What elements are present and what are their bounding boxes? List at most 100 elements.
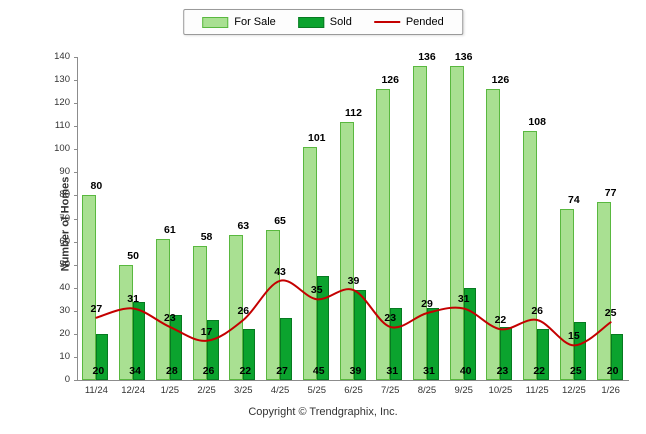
bar-for-sale <box>229 234 244 380</box>
bar-sold <box>500 326 513 380</box>
x-tick-label: 11/25 <box>525 385 549 396</box>
bar-sold <box>610 333 623 380</box>
x-tick-label: 10/25 <box>488 385 513 396</box>
y-tick-label: 30 <box>59 304 70 316</box>
x-tick-label: 4/25 <box>270 385 290 396</box>
bar-for-sale <box>302 146 317 380</box>
legend-label-for-sale: For Sale <box>234 16 276 28</box>
pended-value-label: 17 <box>200 325 213 338</box>
pended-value-label: 35 <box>310 284 323 297</box>
pended-line <box>95 279 612 347</box>
for-sale-value-label: 65 <box>274 215 286 228</box>
x-tick-label: 3/25 <box>234 385 253 396</box>
pended-value-label: 31 <box>127 293 139 306</box>
sold-value-label: 26 <box>202 365 215 377</box>
y-tick-label: 80 <box>59 189 70 201</box>
bar-for-sale <box>155 239 170 380</box>
for-sale-value-label: 61 <box>163 224 176 237</box>
legend: For Sale Sold Pended <box>183 9 463 35</box>
for-sale-value-label: 74 <box>568 194 580 207</box>
y-tick-mark <box>74 149 78 151</box>
y-tick-label: 60 <box>59 235 70 247</box>
bar-for-sale <box>559 209 574 380</box>
sold-value-label: 22 <box>239 365 252 377</box>
y-tick-label: 130 <box>54 74 70 86</box>
for-sale-value-label: 136 <box>454 51 473 64</box>
sold-swatch-icon <box>297 16 324 28</box>
pended-value-label: 26 <box>237 305 250 317</box>
y-tick-label: 90 <box>59 166 70 178</box>
x-tick-label: 5/25 <box>307 385 327 396</box>
sold-value-label: 27 <box>276 365 288 377</box>
for-sale-value-label: 101 <box>308 131 326 144</box>
pended-value-label: 25 <box>604 307 617 320</box>
y-tick-label: 100 <box>54 143 70 155</box>
sold-value-label: 45 <box>312 365 325 377</box>
bar-sold <box>537 329 550 380</box>
pended-value-label: 43 <box>274 265 286 278</box>
bar-sold <box>206 320 219 380</box>
sold-value-label: 28 <box>165 365 178 377</box>
bar-for-sale <box>119 264 134 380</box>
x-tick-label: 1/26 <box>601 385 620 396</box>
for-sale-value-label: 126 <box>381 74 399 87</box>
y-tick-mark <box>74 241 78 243</box>
for-sale-value-label: 108 <box>528 115 546 128</box>
bar-sold <box>96 333 109 380</box>
bar-for-sale <box>339 121 354 380</box>
x-tick-label: 8/25 <box>417 385 437 396</box>
bar-sold <box>573 322 586 380</box>
pended-value-label: 23 <box>163 311 176 324</box>
x-tick-label: 9/25 <box>454 385 473 396</box>
sold-value-label: 20 <box>92 365 105 377</box>
y-tick-mark <box>74 172 78 174</box>
sold-value-label: 20 <box>606 365 619 377</box>
bar-for-sale <box>192 246 207 380</box>
bar-sold <box>463 287 476 380</box>
y-tick-mark <box>74 195 78 197</box>
for-sale-value-label: 63 <box>237 219 250 232</box>
pended-line-swatch-icon <box>373 21 400 23</box>
y-tick-mark <box>74 333 78 335</box>
plot-area: 0 10 20 30 40 50 60 70 80 90 100 110 120 130 140 80 20 11… <box>54 51 629 396</box>
x-tick-label: 11/24 <box>84 385 108 396</box>
sold-value-label: 39 <box>349 365 362 377</box>
y-tick-mark <box>74 380 78 381</box>
y-tick-mark <box>74 126 78 128</box>
bar-sold <box>353 290 366 380</box>
sold-value-label: 31 <box>423 365 435 377</box>
for-sale-value-label: 112 <box>345 106 362 119</box>
bar-sold <box>316 276 329 380</box>
pended-value-label: 29 <box>421 298 433 311</box>
y-tick-label: 120 <box>54 97 70 109</box>
x-tick-label: 6/25 <box>344 385 363 396</box>
y-tick-mark <box>74 103 78 105</box>
y-tick-label: 110 <box>54 120 70 132</box>
pended-value-label: 26 <box>531 305 543 317</box>
x-tick-label: 2/25 <box>197 385 216 396</box>
sold-value-label: 34 <box>129 365 141 377</box>
bar-for-sale <box>412 66 427 380</box>
sold-value-label: 22 <box>533 365 545 377</box>
bar-sold <box>133 301 146 380</box>
for-sale-swatch-icon <box>202 16 229 28</box>
for-sale-value-label: 126 <box>491 74 510 87</box>
bar-sold <box>243 329 256 380</box>
y-tick-mark <box>74 310 78 312</box>
bar-for-sale <box>523 130 538 380</box>
pended-value-label: 39 <box>347 275 360 288</box>
bar-for-sale <box>596 202 611 380</box>
pended-value-label: 23 <box>384 311 397 324</box>
for-sale-value-label: 77 <box>604 187 617 200</box>
pended-value-label: 22 <box>494 314 507 327</box>
pended-value-label: 15 <box>568 330 580 343</box>
for-sale-value-label: 50 <box>127 249 139 262</box>
bar-for-sale <box>266 230 281 380</box>
bar-for-sale <box>486 89 501 380</box>
y-tick-label: 0 <box>64 374 70 385</box>
legend-item-pended: Pended <box>373 16 444 28</box>
legend-item-sold: Sold <box>297 16 352 28</box>
copyright-text: Copyright © Trendgraphix, Inc. <box>248 406 398 418</box>
legend-label-pended: Pended <box>405 16 444 28</box>
